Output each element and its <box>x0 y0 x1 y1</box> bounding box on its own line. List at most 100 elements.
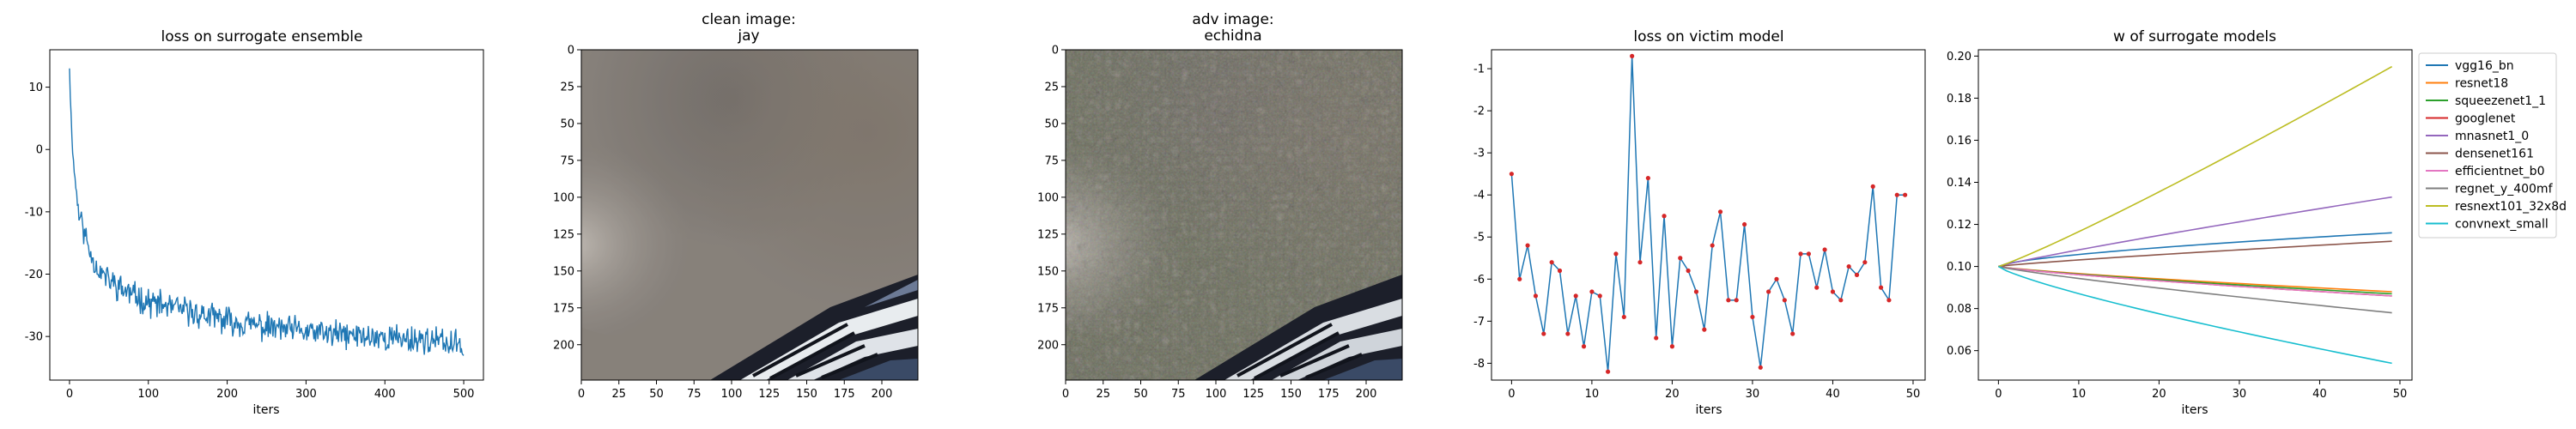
panel2-title: clean image: jay <box>702 11 796 45</box>
panel1-xlabel: iters <box>252 403 279 417</box>
panel2-ytick-label: 150 <box>553 265 574 278</box>
victim-loss-point <box>1726 298 1731 303</box>
panel5-ytick-label: 0.14 <box>1947 177 1971 190</box>
panel3-ytick-label: 175 <box>1037 302 1059 315</box>
panel3-xtick-label: 125 <box>1242 388 1264 401</box>
panel1-xtick-label: 0 <box>66 388 73 401</box>
panel1-ytick-label: 0 <box>36 144 43 157</box>
weight-line-mnasnet1_0 <box>1998 196 2392 268</box>
panel2-xtick-label: 125 <box>758 388 780 401</box>
panel4-ytick-label: -3 <box>1473 148 1485 160</box>
victim-loss-point <box>1734 298 1739 303</box>
panel-clean-image: clean image: jay 0 25 50 75 100 1 <box>553 11 919 401</box>
panel1-ytick-label: -30 <box>25 331 43 344</box>
victim-loss-point <box>1790 331 1795 336</box>
panel2-ytick-label: 25 <box>560 81 574 94</box>
legend-label: resnext101_32x8d <box>2455 200 2567 214</box>
panel4-axes-frame <box>1491 49 1926 381</box>
legend-label: densenet161 <box>2455 148 2534 161</box>
victim-loss-point <box>1637 260 1643 265</box>
panel5-ytick-label: 0.06 <box>1947 345 1971 358</box>
victim-loss-point <box>1854 272 1860 277</box>
clean-image <box>580 49 919 381</box>
victim-loss-point <box>1613 251 1619 257</box>
panel3-ytick-label: 100 <box>1037 191 1059 204</box>
legend: vgg16_bn resnet18 squeezenet1_1 googlenet mn… <box>2418 52 2567 239</box>
panel3-ytick-label: 200 <box>1037 339 1059 352</box>
victim-loss-point <box>1806 251 1811 257</box>
panel2-ytick-label: 200 <box>553 339 574 352</box>
victim-loss-point <box>1525 243 1530 248</box>
victim-loss-line <box>1510 56 1905 372</box>
panel-victim-loss: loss on victim model 0 10 20 30 40 50 -1 -2 -3 -4… <box>1473 28 1926 417</box>
victim-loss-point <box>1750 314 1755 320</box>
victim-loss-point <box>1621 314 1626 320</box>
panel2-ytick-label: 100 <box>553 191 574 204</box>
panel4-title: loss on victim model <box>1633 28 1783 45</box>
victim-loss-point <box>1758 365 1763 370</box>
victim-loss-point <box>1766 289 1771 294</box>
panel5-ytick-label: 0.10 <box>1947 261 1971 274</box>
victim-loss-point <box>1702 327 1707 332</box>
victim-loss-point <box>1630 53 1635 58</box>
panel3-ytick-label: 0 <box>1052 45 1059 57</box>
panel4-xtick-label: 10 <box>1585 388 1600 401</box>
panel1-ytick-label: 10 <box>28 82 43 94</box>
panel3-xtick-label: 100 <box>1206 388 1227 401</box>
panel4-xtick-label: 0 <box>1508 388 1515 401</box>
legend-box <box>2418 52 2557 239</box>
panel5-xtick-label: 30 <box>2233 388 2247 401</box>
legend-label: vgg16_bn <box>2455 59 2514 73</box>
panel1-title: loss on surrogate ensemble <box>161 28 363 45</box>
victim-loss-point <box>1606 369 1611 374</box>
weight-line-squeezenet1_1 <box>1998 265 2392 295</box>
victim-loss-point <box>1741 221 1747 227</box>
panel1-xtick-label: 300 <box>295 388 317 401</box>
victim-loss-point <box>1903 192 1908 197</box>
victim-loss-point <box>1557 268 1563 274</box>
victim-loss-point <box>1822 247 1827 252</box>
panel2-ytick-label: 0 <box>568 45 574 57</box>
jay-wing-graphic-adv <box>1194 275 1402 380</box>
panel4-ytick-label: -1 <box>1473 63 1485 76</box>
victim-loss-point <box>1870 184 1875 189</box>
legend-label: regnet_y_400mf <box>2455 183 2554 196</box>
panel5-title: w of surrogate models <box>2113 28 2276 45</box>
panel3-ytick-label: 25 <box>1044 81 1059 94</box>
victim-loss-point <box>1662 214 1667 219</box>
victim-loss-point <box>1669 344 1675 349</box>
victim-loss-point <box>1678 256 1683 261</box>
victim-loss-point <box>1565 331 1571 336</box>
victim-loss-point <box>1541 331 1546 336</box>
jay-wing-graphic <box>710 275 918 380</box>
panel3-xtick-label: 200 <box>1356 388 1377 401</box>
victim-loss-point <box>1645 175 1650 181</box>
panel5-ytick-label: 0.08 <box>1947 303 1971 316</box>
panel3-xtick-label: 75 <box>1171 388 1186 401</box>
panel4-xtick-label: 20 <box>1665 388 1680 401</box>
surrogate-loss-line <box>69 68 465 356</box>
victim-loss-point <box>1509 172 1514 177</box>
panel4-ytick-label: -2 <box>1473 106 1485 118</box>
panel2-xtick-label: 50 <box>649 388 664 401</box>
panel2-xtick-label: 25 <box>611 388 626 401</box>
victim-loss-point <box>1782 298 1787 303</box>
panel4-xtick-label: 30 <box>1746 388 1760 401</box>
panel1-ytick-label: -20 <box>25 269 43 281</box>
panel1-ytick-label: -10 <box>25 206 43 219</box>
panel3-title: adv image: echidna <box>1192 11 1273 45</box>
panel5-xtick-label: 0 <box>1995 388 2002 401</box>
panel5-xlabel: iters <box>2181 403 2208 417</box>
victim-loss-point <box>1693 289 1699 294</box>
victim-loss-point <box>1654 335 1659 341</box>
panel5-ytick-label: 0.18 <box>1947 93 1971 106</box>
victim-loss-point <box>1573 293 1578 299</box>
panel2-xtick-label: 175 <box>834 388 855 401</box>
victim-loss-point <box>1710 243 1715 248</box>
victim-loss-point <box>1838 298 1844 303</box>
legend-label: efficientnet_b0 <box>2455 165 2544 178</box>
adv-image <box>1065 49 1403 381</box>
panel4-xlabel: iters <box>1695 403 1722 417</box>
panel2-xtick-label: 75 <box>687 388 702 401</box>
panel5-ytick-label: 0.16 <box>1947 135 1971 148</box>
